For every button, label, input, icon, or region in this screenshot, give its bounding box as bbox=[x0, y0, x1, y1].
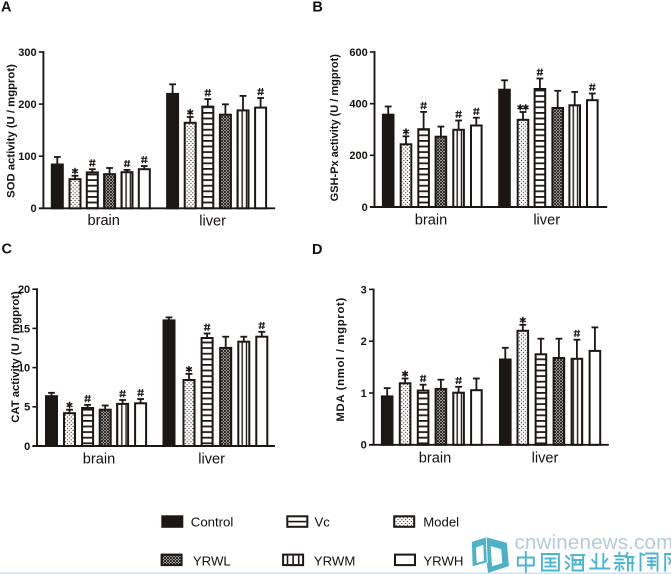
svg-text:B: B bbox=[312, 0, 322, 16]
svg-text:liver: liver bbox=[199, 213, 226, 229]
svg-text:2: 2 bbox=[361, 336, 367, 348]
svg-text:Vc: Vc bbox=[315, 515, 331, 530]
svg-text:3: 3 bbox=[361, 284, 367, 296]
svg-text:cnwinenews.com: cnwinenews.com bbox=[515, 531, 671, 554]
svg-text:liver: liver bbox=[533, 213, 560, 229]
svg-text:400: 400 bbox=[349, 99, 367, 111]
svg-text:0: 0 bbox=[362, 202, 368, 214]
svg-text:A: A bbox=[1, 0, 12, 16]
svg-text:liver: liver bbox=[532, 451, 559, 467]
svg-text:YRWL: YRWL bbox=[193, 554, 231, 569]
svg-text:SOD activity (U / mgprot): SOD activity (U / mgprot) bbox=[5, 64, 17, 198]
svg-text:CAT activity (U / mgprot): CAT activity (U / mgprot) bbox=[10, 291, 22, 423]
svg-text:10: 10 bbox=[18, 363, 30, 375]
svg-text:5: 5 bbox=[24, 402, 30, 414]
svg-text:brain: brain bbox=[415, 213, 447, 229]
svg-text:1: 1 bbox=[361, 388, 367, 400]
svg-text:C: C bbox=[2, 242, 13, 258]
svg-text:brain: brain bbox=[419, 451, 451, 467]
svg-text:Model: Model bbox=[423, 515, 459, 530]
svg-text:300: 300 bbox=[18, 47, 36, 59]
svg-text:MDA (nmol / mgprot): MDA (nmol / mgprot) bbox=[335, 297, 347, 422]
svg-text:200: 200 bbox=[349, 150, 367, 162]
svg-text:20: 20 bbox=[18, 284, 30, 296]
svg-text:D: D bbox=[312, 242, 322, 258]
svg-text:200: 200 bbox=[18, 99, 36, 111]
svg-text:0: 0 bbox=[361, 440, 367, 452]
svg-text:0: 0 bbox=[30, 203, 36, 215]
svg-text:YRWH: YRWH bbox=[423, 554, 463, 569]
svg-text:Control: Control bbox=[191, 515, 234, 530]
svg-text:100: 100 bbox=[18, 151, 36, 163]
svg-text:600: 600 bbox=[349, 47, 367, 59]
svg-text:brain: brain bbox=[87, 213, 119, 229]
svg-text:liver: liver bbox=[198, 452, 225, 468]
svg-text:15: 15 bbox=[18, 323, 30, 335]
svg-text:0: 0 bbox=[24, 441, 30, 453]
svg-text:brain: brain bbox=[83, 451, 115, 467]
svg-text:YRWM: YRWM bbox=[314, 554, 356, 569]
svg-text:GSH-Px activity (U / mgprot): GSH-Px activity (U / mgprot) bbox=[329, 54, 341, 202]
